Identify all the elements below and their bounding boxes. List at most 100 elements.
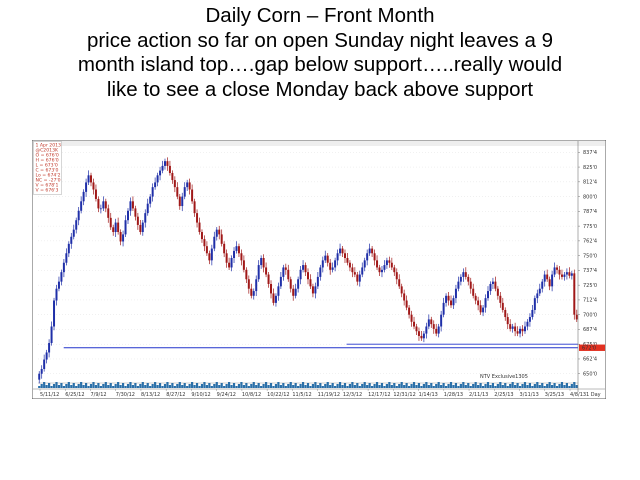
volume-bar	[341, 385, 344, 388]
y-tick-label: 712'4	[583, 298, 597, 304]
chart-frame	[32, 140, 606, 399]
candle-body	[469, 281, 472, 289]
volume-bar	[398, 384, 401, 388]
candle-body	[75, 220, 78, 230]
title-line-2: price action so far on open Sunday night…	[86, 28, 554, 52]
x-tick-label: 12/17/12	[368, 392, 390, 398]
candle-body	[149, 196, 152, 204]
candle-body	[417, 331, 420, 336]
candle-body	[457, 281, 460, 289]
volume-bar	[141, 382, 144, 388]
volume-bar	[250, 384, 253, 388]
volume-bar	[144, 385, 147, 388]
volume-bar	[151, 384, 154, 388]
volume-bar	[279, 385, 282, 388]
x-tick-label: 1/14/13	[419, 392, 438, 398]
candle-body	[526, 321, 529, 327]
candle-body	[385, 260, 388, 266]
volume-bar	[385, 384, 389, 388]
candle-body	[415, 326, 418, 332]
y-tick-label: 775'0	[583, 224, 597, 230]
candle-body	[413, 321, 416, 327]
volume-bar	[181, 385, 184, 388]
volume-bar	[277, 382, 280, 388]
candle-body	[274, 295, 277, 303]
candle-body	[454, 288, 457, 299]
volume-bar	[531, 386, 534, 388]
volume-bar	[102, 384, 105, 388]
candle-body	[292, 288, 295, 296]
volume-bar	[521, 384, 524, 388]
candle-body	[331, 267, 334, 270]
candle-body	[191, 189, 194, 202]
candle-body	[168, 165, 171, 173]
volume-bar	[171, 383, 174, 388]
volume-bar	[309, 386, 312, 388]
volume-bar	[511, 382, 514, 388]
y-tick-label: 750'0	[583, 253, 597, 259]
volume-bar	[518, 386, 522, 388]
candle-body	[334, 260, 337, 268]
volume-bar	[432, 386, 435, 388]
volume-bar	[136, 386, 139, 388]
candle-body	[163, 161, 166, 166]
volume-bar	[484, 384, 487, 388]
volume-bar	[264, 382, 268, 388]
candle-body	[122, 234, 125, 242]
volume-bar	[489, 385, 492, 388]
volume-bar	[166, 382, 169, 388]
candle-body	[408, 307, 411, 315]
candle-body	[400, 286, 403, 294]
candle-body	[45, 352, 48, 360]
candle-body	[556, 267, 559, 270]
volume-bar	[284, 386, 287, 388]
volume-bar	[499, 382, 502, 388]
candle-body	[235, 246, 238, 251]
volume-bar	[548, 382, 551, 388]
candle-body	[53, 300, 56, 327]
chart-canvas: NTV Exclusive1305 837'4 825'0 812'4 800'0 78…	[32, 140, 606, 399]
volume-bar	[282, 383, 285, 388]
volume-bar	[509, 384, 512, 388]
volume-bar	[383, 386, 386, 388]
y-tick-label: 737'4	[583, 268, 597, 274]
candle-body	[482, 307, 485, 313]
period-label: 1 Day	[586, 392, 601, 398]
candle-body	[255, 279, 258, 292]
volume-bar	[240, 382, 243, 388]
candle-body	[467, 276, 470, 282]
candle-body	[366, 253, 369, 261]
volume-bar	[454, 383, 458, 388]
x-tick-label: 2/25/13	[494, 392, 513, 398]
candle-body	[176, 187, 179, 197]
x-tick-label: 2/11/13	[469, 392, 488, 398]
candle-body	[420, 335, 423, 339]
candle-body	[324, 255, 327, 261]
volume-bar	[43, 382, 46, 388]
volume-bar	[437, 382, 440, 388]
x-tick-label: 8/27/12	[166, 392, 185, 398]
volume-bar	[506, 386, 509, 388]
volume-bar	[292, 385, 295, 388]
volume-bar	[149, 386, 152, 388]
volume-bar	[245, 383, 248, 388]
x-tick-label: 12/3/12	[343, 392, 362, 398]
volume-bar	[435, 384, 438, 388]
candle-body	[242, 260, 245, 270]
title-line-1: Daily Corn – Front Month	[205, 4, 435, 27]
volume-bar	[371, 386, 374, 388]
candle-body	[154, 182, 157, 188]
current-price-tag	[579, 344, 605, 351]
candle-body	[67, 243, 70, 254]
candle-body	[287, 269, 290, 280]
x-tick-label: 11/5/12	[292, 392, 311, 398]
volume-bar	[178, 382, 181, 388]
volume-bar	[198, 386, 201, 388]
candle-body	[321, 260, 324, 268]
volume-bar	[338, 382, 342, 388]
volume-bar	[388, 382, 391, 388]
volume-bar	[119, 385, 122, 388]
volume-bar	[570, 384, 573, 388]
volume-bar	[70, 385, 73, 388]
candle-body	[445, 295, 448, 303]
